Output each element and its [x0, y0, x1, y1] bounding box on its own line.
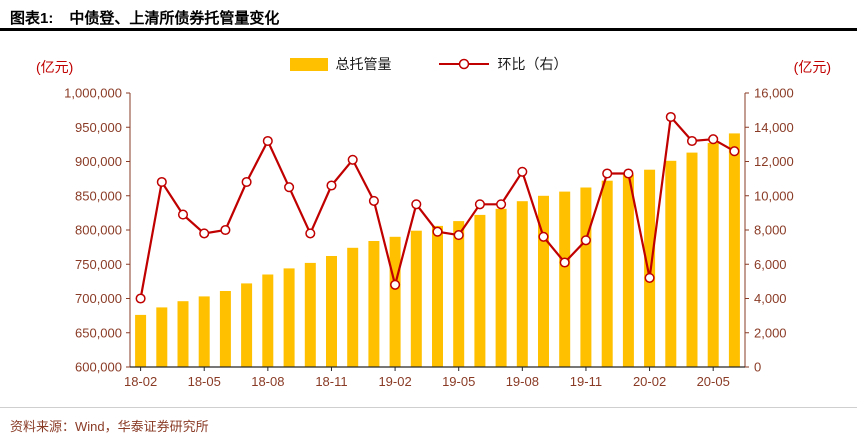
- legend-label-bars: 总托管量: [335, 56, 392, 72]
- svg-text:19-02: 19-02: [378, 374, 411, 389]
- svg-text:700,000: 700,000: [75, 291, 122, 306]
- svg-text:850,000: 850,000: [75, 188, 122, 203]
- figure-title: 中债登、上清所债券托管量变化: [69, 10, 280, 27]
- figure-label: 图表1:: [10, 10, 54, 27]
- svg-text:600,000: 600,000: [75, 360, 122, 375]
- svg-text:950,000: 950,000: [75, 120, 122, 135]
- legend-label-line: 环比（右）: [497, 56, 568, 72]
- svg-text:4,000: 4,000: [754, 291, 787, 306]
- svg-text:2,000: 2,000: [754, 325, 787, 340]
- svg-text:20-05: 20-05: [697, 374, 730, 389]
- svg-text:8,000: 8,000: [754, 223, 787, 238]
- svg-text:19-08: 19-08: [506, 374, 539, 389]
- legend: 总托管量 环比（右）: [0, 54, 857, 74]
- left-axis-unit: (亿元): [36, 59, 74, 75]
- svg-text:800,000: 800,000: [75, 223, 122, 238]
- figure-header: 图表1: 中债登、上清所债券托管量变化: [0, 0, 857, 31]
- source-note: 资料来源：Wind，华泰证券研究所: [0, 407, 857, 442]
- svg-text:16,000: 16,000: [754, 86, 794, 101]
- svg-text:19-05: 19-05: [442, 374, 475, 389]
- bar-series-swatch-icon: [289, 57, 328, 71]
- svg-text:1,000,000: 1,000,000: [64, 86, 122, 101]
- svg-text:10,000: 10,000: [754, 188, 794, 203]
- svg-text:650,000: 650,000: [75, 325, 122, 340]
- legend-item-line: 环比（右）: [438, 54, 568, 74]
- svg-text:12,000: 12,000: [754, 154, 794, 169]
- svg-text:900,000: 900,000: [75, 154, 122, 169]
- svg-text:18-05: 18-05: [188, 374, 221, 389]
- svg-text:18-02: 18-02: [124, 374, 157, 389]
- chart-area: (亿元) (亿元) 总托管量 环比（右） 1,000,000 950,000 900…: [0, 31, 857, 407]
- legend-item-bars: 总托管量: [289, 54, 392, 74]
- svg-text:18-11: 18-11: [315, 374, 347, 389]
- right-axis-unit: (亿元): [793, 59, 831, 75]
- svg-text:20-02: 20-02: [633, 374, 666, 389]
- svg-text:0: 0: [754, 360, 761, 375]
- line-series-swatch-icon: [438, 58, 489, 70]
- svg-text:6,000: 6,000: [754, 257, 787, 272]
- combo-chart: 1,000,000 950,000 900,000 850,000 800,000 750…: [64, 86, 794, 390]
- svg-text:18-08: 18-08: [251, 374, 284, 389]
- svg-text:19-11: 19-11: [570, 374, 602, 389]
- svg-text:750,000: 750,000: [75, 257, 122, 272]
- svg-text:14,000: 14,000: [754, 120, 794, 135]
